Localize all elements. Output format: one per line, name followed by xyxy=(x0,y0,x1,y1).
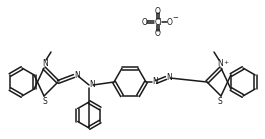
Text: N: N xyxy=(42,59,48,68)
Text: −: − xyxy=(172,15,178,21)
Text: O: O xyxy=(167,18,173,27)
Text: N: N xyxy=(74,70,80,80)
Text: S: S xyxy=(43,96,47,106)
Text: O: O xyxy=(155,28,161,38)
Text: N: N xyxy=(217,59,223,68)
Text: O: O xyxy=(142,18,148,27)
Text: N: N xyxy=(152,76,158,85)
Text: Cl: Cl xyxy=(154,18,162,27)
Text: O: O xyxy=(155,7,161,16)
Text: +: + xyxy=(223,59,229,64)
Text: S: S xyxy=(218,96,222,106)
Text: N: N xyxy=(166,73,172,81)
Text: N: N xyxy=(89,80,95,89)
